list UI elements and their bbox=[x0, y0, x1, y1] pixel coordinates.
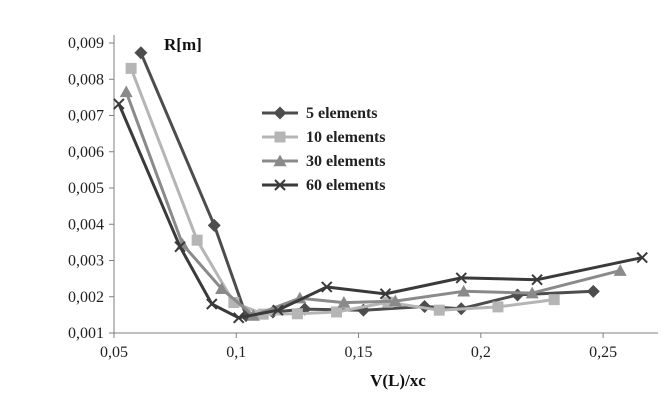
data-point-triangle bbox=[457, 284, 471, 297]
x-tick-label: 0,2 bbox=[471, 344, 491, 361]
legend-item: 60 elements bbox=[262, 177, 386, 194]
legend-label: 30 elements bbox=[306, 153, 386, 170]
data-point-square bbox=[125, 62, 137, 74]
data-point-diamond bbox=[207, 218, 221, 232]
data-point-square bbox=[433, 304, 445, 316]
data-point-square bbox=[492, 301, 504, 313]
data-point-diamond bbox=[273, 106, 287, 120]
y-tick-label: 0,002 bbox=[68, 289, 104, 306]
y-tick-label: 0,001 bbox=[68, 325, 104, 342]
legend-label: 10 elements bbox=[306, 129, 386, 146]
x-tick-label: 0,15 bbox=[345, 344, 373, 361]
data-point-x bbox=[174, 241, 186, 253]
series-line bbox=[124, 91, 621, 318]
data-point-x bbox=[274, 179, 286, 191]
legend-label: 60 elements bbox=[306, 177, 386, 194]
data-point-x bbox=[233, 312, 245, 324]
data-point-x bbox=[272, 304, 284, 316]
series-3 bbox=[119, 85, 627, 321]
data-point-square bbox=[548, 294, 560, 306]
data-point-x bbox=[531, 274, 543, 286]
legend: 5 elements 10 elements 30 elements 60 eleme… bbox=[262, 105, 386, 194]
data-point-square bbox=[228, 297, 240, 309]
y-tick-label: 0,007 bbox=[68, 108, 104, 125]
data-point-triangle bbox=[273, 154, 287, 167]
data-point-x bbox=[636, 251, 648, 264]
data-point-triangle bbox=[215, 282, 229, 294]
y-tick-label: 0,005 bbox=[68, 180, 104, 197]
data-point-diamond bbox=[134, 46, 148, 60]
y-axis-title: R[m] bbox=[164, 35, 202, 54]
y-tick-label: 0,003 bbox=[68, 253, 104, 270]
data-point-x bbox=[379, 288, 392, 300]
legend-item: 30 elements bbox=[262, 153, 386, 170]
data-point-x bbox=[206, 298, 218, 310]
data-point-triangle bbox=[119, 85, 133, 98]
series-4 bbox=[113, 98, 648, 324]
data-point-x bbox=[113, 98, 125, 110]
y-tick-label: 0,008 bbox=[68, 71, 104, 88]
x-tick-label: 0,05 bbox=[100, 344, 128, 361]
data-point-diamond bbox=[511, 288, 524, 302]
data-point-square bbox=[291, 308, 303, 320]
data-point-square bbox=[191, 234, 203, 246]
data-point-square bbox=[331, 306, 343, 318]
x-axis-title: V(L)/xc bbox=[370, 371, 426, 390]
data-point-triangle bbox=[337, 296, 351, 308]
y-tick-label: 0,006 bbox=[68, 144, 104, 161]
data-point-x bbox=[321, 281, 333, 293]
series-line bbox=[129, 67, 555, 316]
legend-item: 5 elements bbox=[262, 105, 378, 122]
y-tick-label: 0,004 bbox=[68, 216, 104, 233]
axes bbox=[113, 35, 658, 334]
data-point-x bbox=[455, 272, 467, 284]
data-point-triangle bbox=[525, 286, 539, 299]
series-group bbox=[113, 46, 648, 324]
tick-labels: 0,001 0,002 0,003 0,004 0,005 0,006 0,007 0,008… bbox=[68, 35, 617, 361]
y-tick-label: 0,009 bbox=[68, 35, 104, 52]
x-tick-label: 0,1 bbox=[226, 344, 246, 361]
data-point-diamond bbox=[586, 284, 600, 298]
legend-item: 10 elements bbox=[262, 129, 386, 146]
series-line bbox=[117, 103, 643, 320]
data-point-square bbox=[274, 131, 286, 143]
data-point-triangle bbox=[388, 294, 402, 307]
legend-label: 5 elements bbox=[306, 105, 378, 122]
x-tick-label: 0,25 bbox=[589, 344, 617, 361]
data-point-triangle bbox=[613, 264, 627, 276]
